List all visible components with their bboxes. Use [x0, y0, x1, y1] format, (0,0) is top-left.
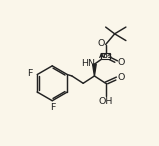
Text: F: F — [50, 103, 55, 112]
Text: OH: OH — [98, 97, 113, 106]
Text: HN: HN — [81, 59, 95, 68]
Text: F: F — [28, 69, 33, 78]
Polygon shape — [93, 64, 96, 76]
FancyBboxPatch shape — [101, 53, 110, 59]
Text: O: O — [98, 39, 105, 48]
Text: Abs: Abs — [99, 53, 113, 59]
Text: O: O — [118, 73, 125, 82]
Text: O: O — [118, 58, 125, 67]
